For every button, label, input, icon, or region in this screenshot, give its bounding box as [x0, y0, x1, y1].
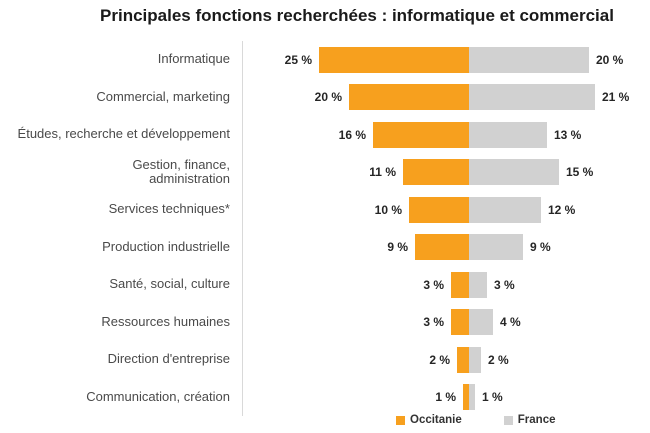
france-value-label: 13 % [554, 127, 582, 142]
category-label-cell: Informatique [0, 41, 243, 79]
france-value-label: 12 % [548, 202, 576, 217]
occitanie-bar [403, 159, 469, 186]
bars-cell: 16 % 13 % [243, 116, 650, 154]
occitanie-bar [451, 309, 469, 336]
bars-cell: 10 % 12 % [243, 191, 650, 229]
occitanie-value-label: 20 % [314, 90, 342, 105]
category-label-cell: Gestion, finance, administration [0, 153, 243, 191]
france-bar [469, 346, 481, 373]
category-label: Ressources humaines [101, 313, 230, 329]
chart-row: Communication, création 1 % 1 % [0, 378, 650, 417]
france-value-label: 3 % [494, 277, 515, 292]
category-label: Communication, création [86, 388, 230, 404]
chart-row: Informatique 25 % 20 % [0, 41, 650, 79]
legend-item-occitanie: Occitanie [396, 414, 462, 426]
occitanie-bar [373, 121, 469, 148]
category-label-cell: Ressources humaines [0, 303, 243, 341]
france-bar [469, 271, 487, 298]
occitanie-bar [349, 84, 469, 111]
occitanie-value-label: 3 % [423, 277, 444, 292]
occitanie-bar [415, 234, 469, 261]
france-bar [469, 84, 595, 111]
chart-row: Production industrielle 9 % 9 % [0, 228, 650, 267]
occitanie-value-label: 9 % [387, 240, 408, 255]
france-value-label: 1 % [482, 390, 503, 405]
category-label-cell: Santé, social, culture [0, 266, 243, 304]
category-label: Commercial, marketing [96, 88, 230, 104]
france-bar [469, 159, 559, 186]
chart-legend: Occitanie France [396, 414, 556, 426]
bars-cell: 25 % 20 % [243, 41, 650, 79]
legend-label: France [517, 414, 556, 426]
france-value-label: 20 % [596, 52, 624, 67]
occitanie-value-label: 16 % [338, 127, 366, 142]
category-label-cell: Études, recherche et développement [0, 116, 243, 154]
chart-row: Commercial, marketing 20 % 21 % [0, 78, 650, 117]
occitanie-value-label: 2 % [429, 352, 450, 367]
france-value-label: 4 % [500, 315, 521, 330]
category-label-cell: Commercial, marketing [0, 78, 243, 116]
legend-swatch-icon [503, 415, 513, 425]
category-label: Santé, social, culture [109, 276, 230, 292]
chart-row: Santé, social, culture 3 % 3 % [0, 266, 650, 304]
france-bar [469, 234, 523, 261]
category-label: Gestion, finance, administration [132, 156, 230, 187]
occitanie-bar [451, 271, 469, 298]
category-label: Études, recherche et développement [17, 126, 230, 142]
france-value-label: 15 % [566, 165, 594, 180]
category-label: Production industrielle [102, 238, 230, 254]
legend-item-france: France [503, 414, 556, 426]
occitanie-bar [319, 46, 469, 73]
france-bar [469, 121, 547, 148]
occitanie-value-label: 1 % [435, 390, 456, 405]
category-label-cell: Communication, création [0, 378, 243, 416]
legend-label: Occitanie [410, 414, 462, 426]
occitanie-value-label: 11 % [369, 165, 396, 180]
chart-row: Services techniques* 10 % 12 % [0, 191, 650, 229]
bars-cell: 2 % 2 % [243, 341, 650, 379]
category-label-cell: Services techniques* [0, 191, 243, 229]
bars-cell: 3 % 4 % [243, 304, 650, 342]
bars-cell: 1 % 1 % [243, 379, 650, 417]
legend-swatch-icon [396, 415, 405, 425]
occitanie-bar [463, 384, 469, 411]
chart-row: Ressources humaines 3 % 4 % [0, 303, 650, 342]
occitanie-bar [457, 346, 469, 373]
occitanie-value-label: 10 % [374, 202, 402, 217]
occitanie-value-label: 3 % [423, 315, 444, 330]
category-label-cell: Production industrielle [0, 228, 243, 266]
category-label: Direction d'entreprise [107, 351, 230, 367]
bars-cell: 9 % 9 % [243, 229, 650, 267]
category-label-cell: Direction d'entreprise [0, 341, 243, 379]
category-label: Services techniques* [108, 201, 230, 217]
chart-row: Direction d'entreprise 2 % 2 % [0, 341, 650, 379]
occitanie-value-label: 25 % [284, 52, 312, 67]
category-label: Informatique [157, 51, 230, 67]
france-bar [469, 196, 541, 223]
france-bar [469, 384, 475, 411]
chart-row: Études, recherche et développement 16 % 13… [0, 116, 650, 154]
chart-rows: Informatique 25 % 20 % Commercial, marketin… [0, 41, 650, 416]
bars-cell: 20 % 21 % [243, 79, 650, 117]
france-value-label: 9 % [530, 240, 551, 255]
bars-cell: 11 % 15 % [243, 154, 650, 192]
france-bar [469, 46, 589, 73]
france-bar [469, 309, 493, 336]
chart-row: Gestion, finance, administration 11 % 15 % [0, 153, 650, 192]
chart-title: Principales fonctions recherchées : info… [100, 6, 614, 25]
france-value-label: 21 % [602, 90, 630, 105]
france-value-label: 2 % [488, 352, 509, 367]
occitanie-bar [409, 196, 469, 223]
bars-cell: 3 % 3 % [243, 266, 650, 304]
